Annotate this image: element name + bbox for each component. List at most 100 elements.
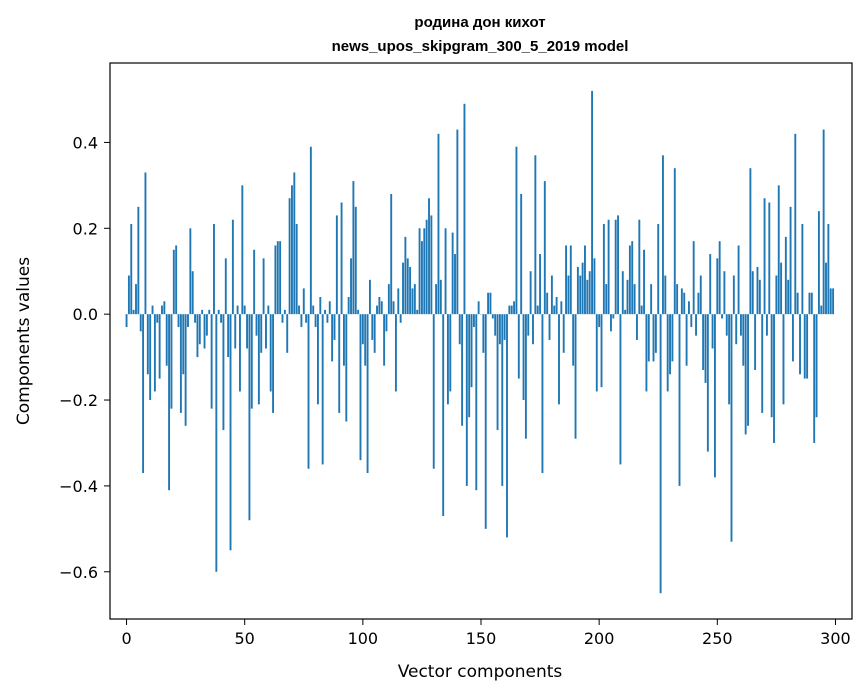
bar-269 [761,314,764,413]
bar-146 [470,314,473,388]
bar-216 [636,314,638,340]
bar-176 [541,314,544,474]
bar-163 [510,305,513,315]
bar-53 [250,314,253,409]
bar-232 [673,168,676,315]
bar-5 [137,206,140,315]
bar-67 [283,309,286,315]
bar-40 [220,314,223,323]
bar-109 [383,314,386,366]
chart-title-line-1: родина дон кихот [414,14,545,31]
bar-286 [801,224,804,315]
bar-275 [775,275,778,315]
bar-190 [574,314,577,439]
bar-192 [579,275,582,315]
bar-8 [144,172,147,315]
bar-237 [685,314,688,366]
bar-110 [385,314,388,332]
y-tick-label: −0.6 [59,563,98,582]
bar-130 [432,314,435,469]
plot-frame [109,62,853,620]
bar-156 [494,314,497,336]
bar-43 [227,314,230,358]
bar-23 [179,314,182,413]
bar-243 [699,275,702,315]
bar-206 [612,314,615,319]
bar-25 [184,314,187,426]
bar-177 [543,181,546,315]
bar-83 [321,314,324,465]
bar-34 [205,314,208,336]
bar-94 [347,296,350,315]
bar-36 [210,314,213,409]
bar-99 [359,314,362,461]
bar-27 [189,228,192,315]
bar-124 [418,228,421,315]
bar-62 [272,314,274,413]
bar-18 [168,314,171,491]
bar-173 [534,155,537,315]
bar-82 [319,296,322,315]
bar-164 [513,301,516,315]
bar-273 [770,314,773,418]
bar-112 [390,193,393,315]
bar-84 [324,309,326,315]
bar-2 [130,224,133,315]
bar-189 [572,314,575,366]
bar-211 [624,309,627,315]
bar-154 [489,292,492,315]
bar-161 [506,314,508,538]
bar-297 [827,224,830,315]
bar-45 [231,219,234,315]
bar-6 [139,314,142,332]
bar-198 [593,258,596,315]
bar-89 [335,215,338,315]
bar-26 [187,314,189,328]
bar-59 [265,314,267,349]
bar-68 [286,314,289,353]
bar-104 [371,314,374,340]
bar-282 [791,314,794,362]
bar-279 [784,236,787,315]
bar-35 [208,309,211,315]
bar-289 [808,292,811,315]
bar-22 [177,314,180,328]
bar-107 [378,296,381,315]
bar-51 [246,314,248,349]
bar-252 [721,314,723,319]
y-tick-label: 0.2 [73,219,98,238]
bar-70 [291,185,293,315]
bar-21 [175,245,178,315]
bar-85 [326,314,329,323]
bar-12 [153,314,156,392]
chart-title-line-2: news_upos_skipgram_300_5_2019 model [332,38,629,55]
bar-234 [678,314,681,486]
bar-121 [411,288,414,315]
bar-201 [600,314,603,388]
bar-42 [224,258,227,315]
bar-71 [293,172,296,315]
bar-261 [742,314,745,366]
bar-106 [376,305,378,315]
bar-180 [550,275,553,315]
bar-73 [298,305,300,315]
bar-155 [491,314,494,319]
bar-157 [496,314,499,431]
bar-29 [194,314,197,323]
bar-185 [562,314,565,353]
bar-69 [288,198,291,315]
bar-195 [586,279,589,315]
y-tick-label: 0.0 [73,305,98,324]
bar-188 [569,245,572,315]
bar-208 [617,215,619,315]
bar-253 [723,271,726,315]
bar-147 [472,314,475,328]
x-tick-label: 50 [235,629,255,648]
bar-272 [768,202,771,315]
bar-203 [605,284,608,315]
bar-74 [300,314,303,328]
bar-217 [638,219,641,315]
bar-229 [666,314,669,392]
bar-95 [350,258,352,315]
